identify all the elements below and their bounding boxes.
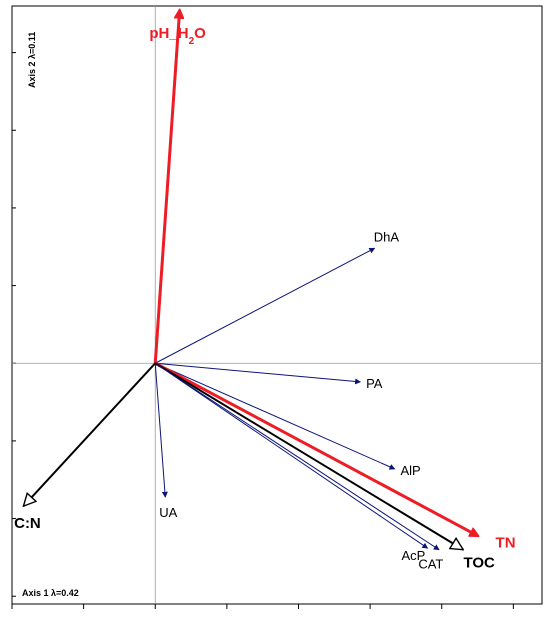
vector-label-c-n: C:N [14,515,41,532]
axis-ticks [11,52,514,609]
vector-cat [154,362,440,551]
vector-ua [154,363,168,498]
vector-label-dha: DhA [374,229,400,244]
vector-label-toc: TOC [464,555,496,572]
vector-label-ph-h2o: pH_H2O [149,25,206,47]
vector-toc [154,362,463,551]
vector-alp [155,362,396,470]
vector-label-ua: UA [159,505,177,520]
vector-label-pa: PA [366,376,383,391]
vector-tn [154,361,477,535]
vector-label-alp: AlP [400,463,420,478]
vector-acp [154,362,429,549]
axis1-label: Axis 1 λ=0.42 [22,588,79,598]
vector-dha [155,247,376,364]
vector-label-cat: CAT [418,557,443,572]
axis2-label: Axis 2 λ=0.11 [27,32,37,88]
plot-frame [11,5,543,605]
vector-label-tn: TN [496,535,516,552]
vector-c-n [23,362,156,506]
vector-label-acp: AcP [401,548,425,563]
vector-pa [155,362,362,385]
vector-ph-h2o [153,11,179,364]
